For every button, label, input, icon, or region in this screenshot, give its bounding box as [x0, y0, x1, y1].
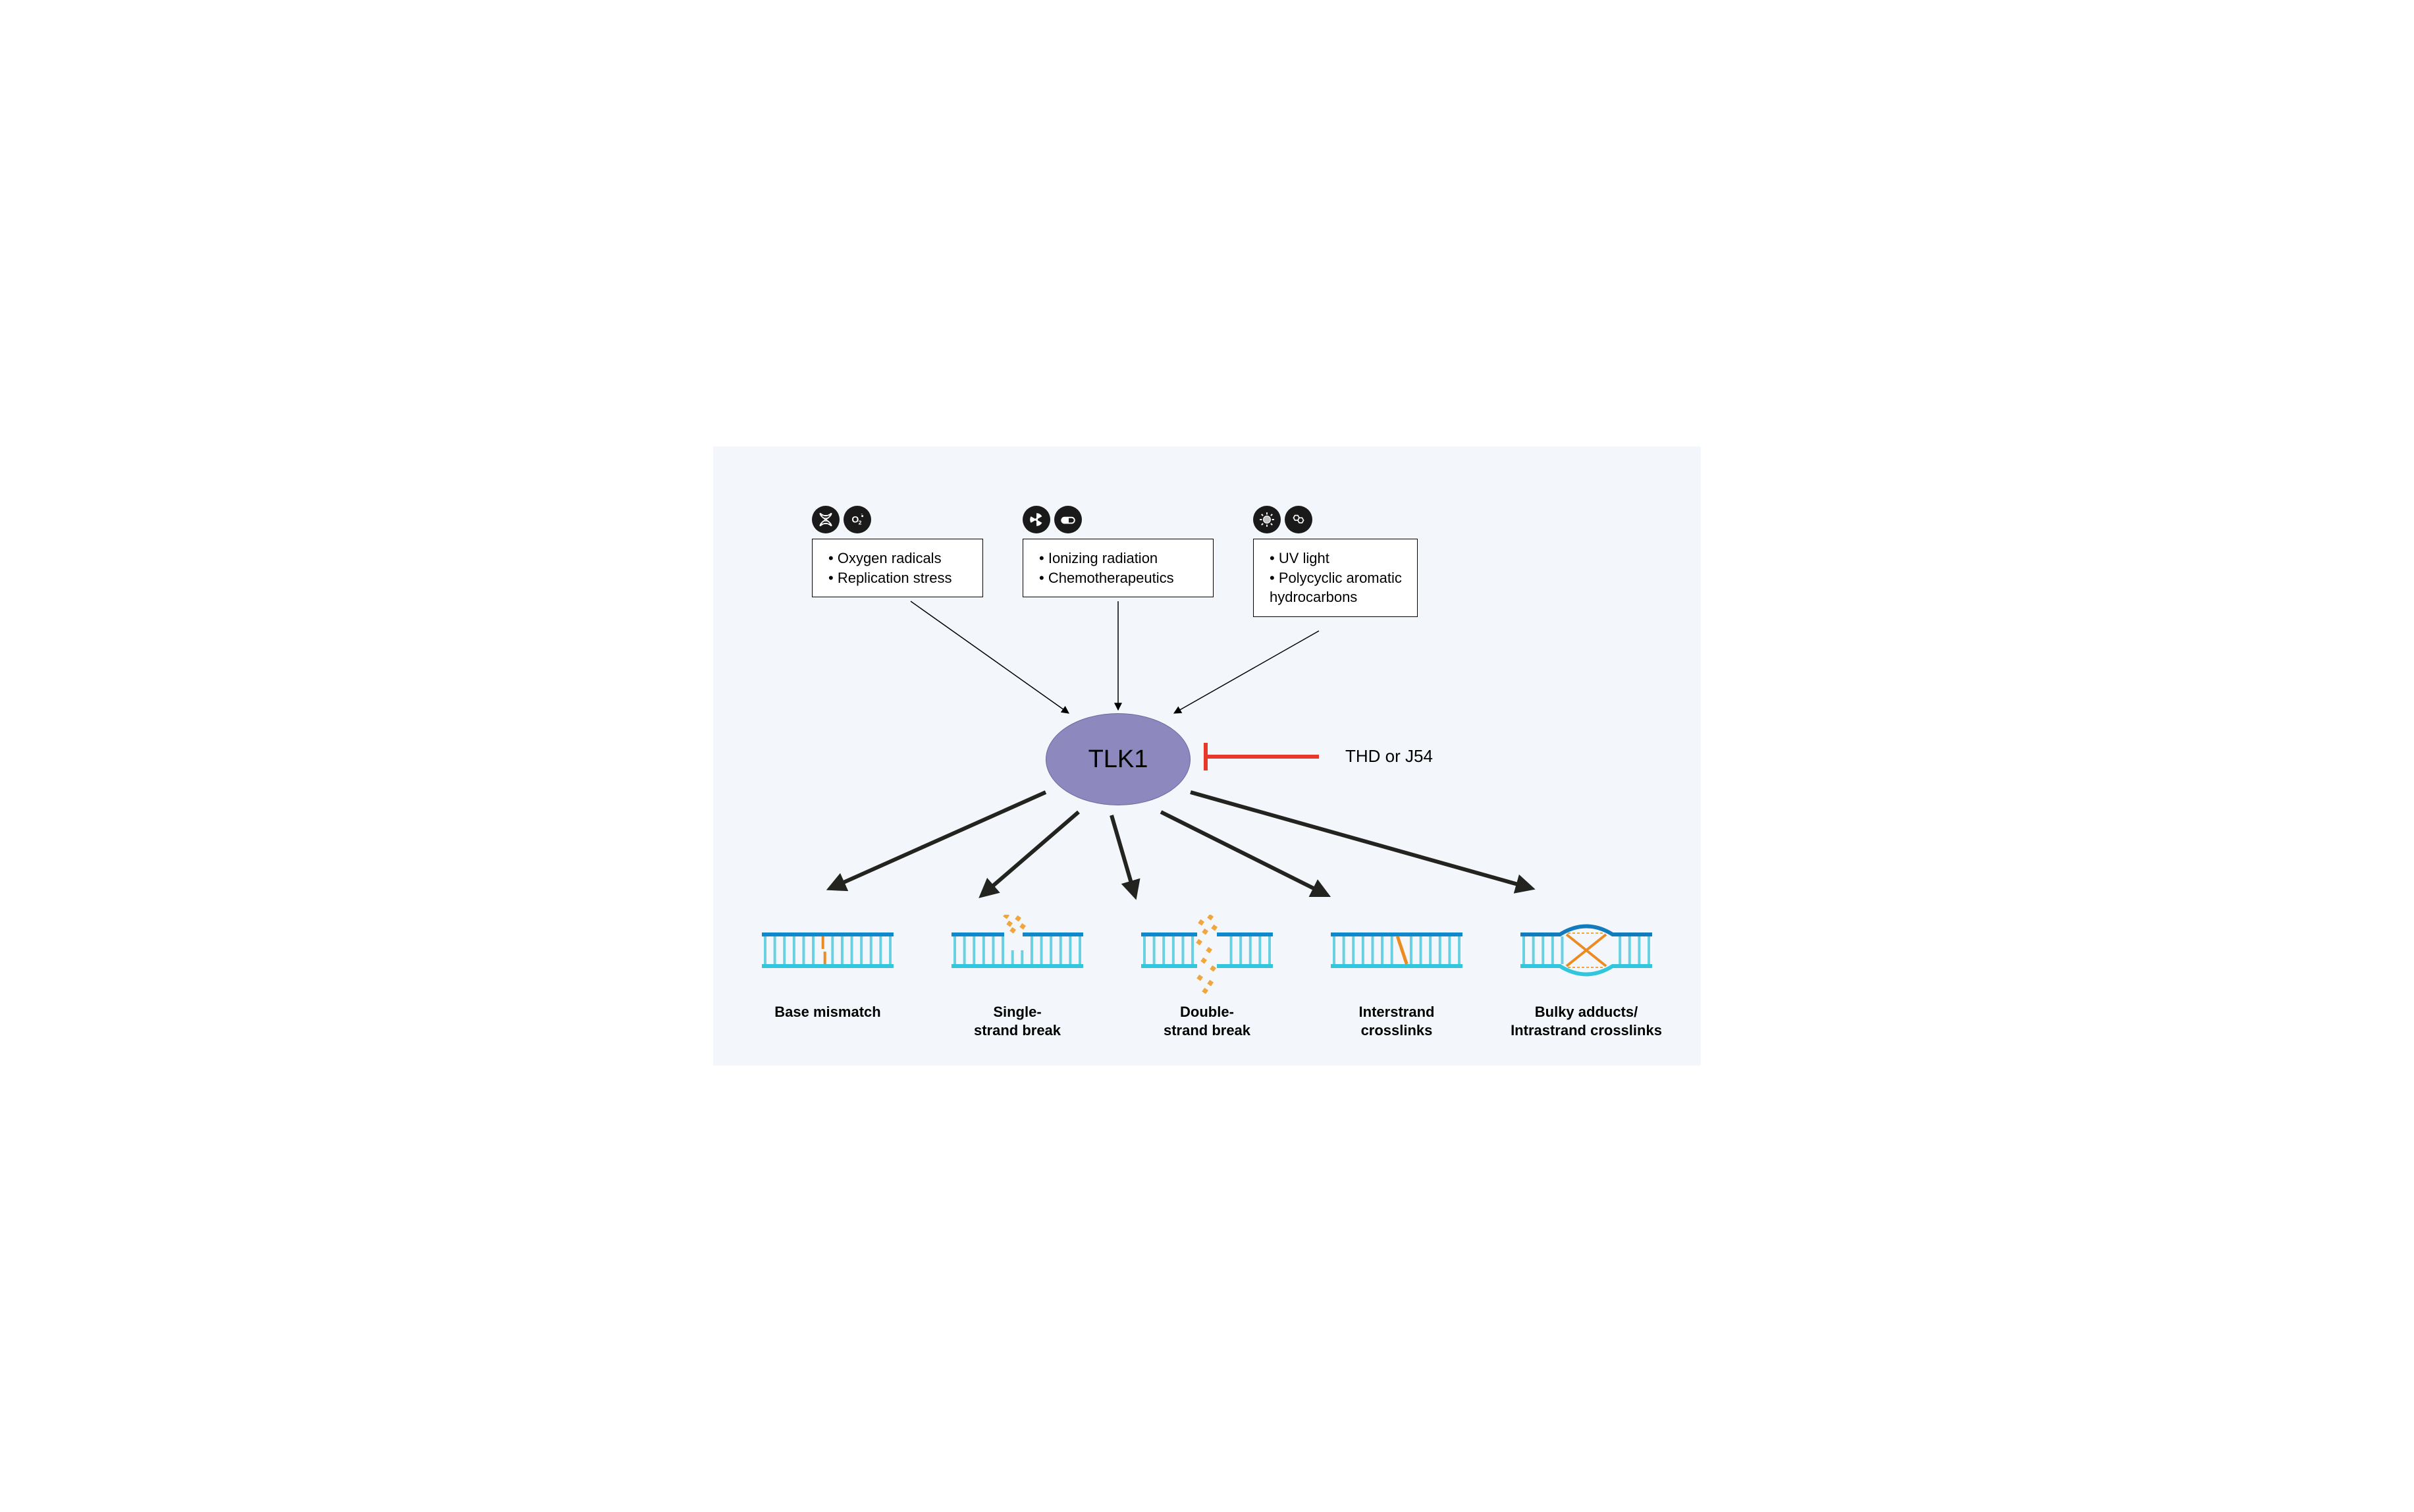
source-item: Oxygen radicals	[828, 549, 969, 568]
damage-mismatch: Base mismatch	[742, 915, 913, 1021]
source-radiation-box: Ionizing radiation Chemotherapeutics	[1023, 539, 1214, 597]
source-radiation: Ionizing radiation Chemotherapeutics	[1023, 506, 1214, 597]
source-item: Replication stress	[828, 568, 969, 588]
superoxide-icon: O2-	[844, 506, 871, 533]
source-item: UV light	[1270, 549, 1404, 568]
source-item: Ionizing radiation	[1039, 549, 1200, 568]
damage-types-row: Base mismatch Single-strand break Double-s…	[713, 915, 1701, 1066]
pill-icon	[1054, 506, 1082, 533]
source-oxygen-box: Oxygen radicals Replication stress	[812, 539, 983, 597]
radiation-icon	[1023, 506, 1050, 533]
damage-label: Interstrandcrosslinks	[1359, 1003, 1435, 1039]
tlk1-node: TLK1	[1046, 713, 1191, 805]
source-radiation-icons	[1023, 506, 1214, 533]
inhibitor-bar	[1207, 755, 1319, 759]
dna-helix-icon	[812, 506, 840, 533]
damage-label: Bulky adducts/Intrastrand crosslinks	[1511, 1003, 1662, 1039]
source-oxygen-icons: O2-	[812, 506, 983, 533]
tlk1-label: TLK1	[1088, 745, 1148, 774]
source-uv-icons	[1253, 506, 1418, 533]
damage-label: Single-strand break	[974, 1003, 1061, 1039]
damage-ssb: Single-strand break	[932, 915, 1103, 1039]
source-uv-box: UV light Polycyclic aromatic hydrocarbon…	[1253, 539, 1418, 617]
svg-text:2: 2	[859, 520, 862, 526]
sun-icon	[1253, 506, 1281, 533]
dna-damage-diagram: O2- Oxygen radicals Replication stress I…	[713, 446, 1701, 1066]
source-uv: UV light Polycyclic aromatic hydrocarbon…	[1253, 506, 1418, 617]
damage-interstrand: Interstrandcrosslinks	[1311, 915, 1482, 1039]
damage-label: Double-strand break	[1164, 1003, 1250, 1039]
source-item: Chemotherapeutics	[1039, 568, 1200, 588]
damage-label: Base mismatch	[774, 1003, 880, 1021]
inhibitor-label: THD or J54	[1345, 746, 1433, 767]
damage-bulky: Bulky adducts/Intrastrand crosslinks	[1501, 915, 1672, 1039]
source-item: Polycyclic aromatic hydrocarbons	[1270, 568, 1404, 607]
svg-text:-: -	[861, 511, 863, 517]
hexagons-icon	[1285, 506, 1312, 533]
damage-dsb: Double-strand break	[1121, 915, 1293, 1039]
source-oxygen: O2- Oxygen radicals Replication stress	[812, 506, 983, 597]
